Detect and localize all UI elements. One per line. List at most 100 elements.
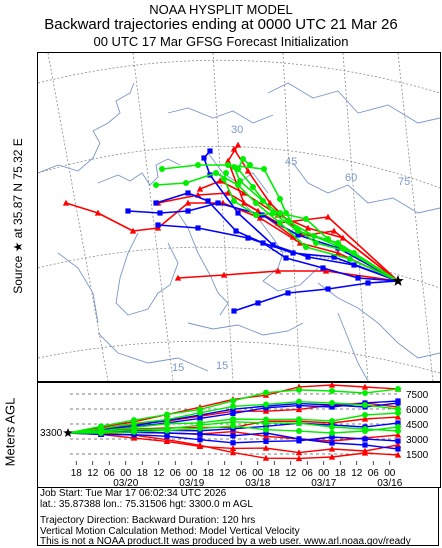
trajectory-point	[329, 424, 335, 430]
meridian-line	[47, 53, 109, 381]
model-title: NOAA HYSPLIT MODEL	[149, 2, 293, 17]
trajectory-point	[277, 210, 283, 216]
trajectory-point	[361, 415, 369, 422]
time-tick-label: 18	[71, 468, 83, 479]
trajectory-point	[230, 433, 236, 439]
time-tick-label: 06	[368, 468, 380, 479]
trajectory-point	[395, 386, 401, 392]
trajectory-point	[185, 190, 191, 196]
trajectory-line	[127, 202, 399, 282]
trajectory-point	[230, 403, 236, 410]
trajectory-point	[262, 432, 270, 439]
time-tick-label: 06	[170, 468, 182, 479]
trajectory-point	[231, 308, 237, 314]
start-height-label: 3300	[40, 428, 63, 439]
trajectory-point	[197, 425, 203, 432]
time-tick-label: 18	[269, 468, 281, 479]
disclaimer: This is not a NOAA product.It was produc…	[40, 536, 411, 548]
trajectory-point	[213, 170, 219, 176]
source-label: Source ★ at 35.87 N 75.32 E	[11, 138, 25, 294]
time-tick-label: 18	[203, 468, 215, 479]
time-tick-label: 00	[318, 468, 330, 479]
trajectory-point	[250, 184, 256, 190]
trajectory-point	[196, 441, 204, 448]
trajectory-point	[262, 454, 270, 461]
trajectory-point	[330, 227, 338, 234]
trajectory-point	[362, 402, 368, 408]
trajectory-point	[328, 445, 336, 452]
time-tick-label: 00	[120, 468, 132, 479]
trajectory-point	[223, 170, 229, 176]
trajectory-point	[329, 400, 335, 406]
trajectory-point	[320, 265, 326, 271]
trajectory-point	[62, 199, 70, 206]
trajectory-point	[131, 428, 137, 435]
trajectory-point	[197, 409, 203, 416]
grid-label: 75	[398, 176, 410, 188]
source-marker	[392, 275, 404, 286]
coastline	[317, 282, 440, 359]
time-tick-label: 00	[384, 468, 396, 479]
profile-trajectory	[67, 398, 401, 434]
trajectory-point	[230, 410, 236, 416]
trajectory-point	[329, 430, 335, 436]
time-tick-label: 06	[104, 468, 116, 479]
trajectory-point	[153, 182, 159, 188]
trajectory-point	[245, 235, 251, 241]
trajectory-point	[164, 416, 170, 423]
trajectory-point	[296, 420, 302, 427]
trajectory-point	[164, 433, 170, 439]
trajectory-point	[201, 155, 207, 161]
trajectory-point	[395, 410, 401, 416]
trajectory-point	[395, 400, 401, 406]
trajectory	[231, 280, 399, 314]
trajectory	[155, 222, 399, 282]
profile-ticks: 18 12 06 00 18 12 06 00 18 12 06 00 18 12 06 00 18 12 06 00…	[71, 461, 403, 487]
date-label: 03/18	[245, 478, 270, 487]
source-word: Source	[11, 255, 25, 294]
profile-trajectory	[68, 423, 401, 436]
trajectory-point	[256, 214, 264, 221]
trajectory-point	[221, 176, 227, 182]
coastline	[57, 252, 99, 324]
trajectory-point	[253, 200, 259, 206]
height-tick-label: 6000	[406, 405, 429, 416]
trajectory-point	[234, 141, 242, 148]
trajectory-point	[157, 210, 163, 216]
trajectory-point	[329, 440, 335, 446]
height-tick-label: 1500	[406, 450, 429, 461]
trajectory-point	[285, 290, 291, 296]
trajectory-line	[233, 166, 399, 282]
trajectory-point	[303, 244, 309, 250]
grid-label: 30	[231, 124, 243, 136]
trajectory-point	[335, 240, 341, 246]
grid-label: 15	[216, 360, 228, 372]
trajectory-point	[263, 426, 269, 433]
trajectory-line	[223, 172, 399, 282]
trajectory-point	[362, 442, 368, 448]
trajectory-point	[296, 398, 302, 405]
trajectory-point	[262, 444, 270, 451]
trajectory-point	[303, 216, 309, 222]
trajectory-point	[296, 386, 302, 393]
trajectories	[62, 141, 399, 314]
parallel-line	[38, 145, 440, 189]
trajectory-point	[244, 167, 252, 174]
trajectory-point	[196, 185, 204, 192]
trajectory-point	[230, 423, 236, 429]
trajectory-point	[394, 451, 402, 458]
time-tick-label: 18	[335, 468, 347, 479]
trajectory-map: 30 45 60 75 15 15	[37, 52, 441, 382]
vertical-motion: Vertical Motion Calculation Method: Mode…	[40, 525, 300, 537]
time-tick-label: 12	[87, 468, 99, 479]
trajectory	[174, 267, 399, 282]
trajectory-point	[240, 189, 248, 196]
trajectory-point	[205, 198, 211, 204]
trajectory-point	[174, 274, 182, 281]
job-info-box: Job Start: Tue Mar 17 06:02:34 UTC 2026 …	[37, 487, 439, 548]
trajectory-point	[224, 189, 232, 196]
trajectory-point	[262, 407, 270, 414]
time-tick-label: 12	[219, 468, 231, 479]
trajectory-point	[233, 228, 239, 234]
